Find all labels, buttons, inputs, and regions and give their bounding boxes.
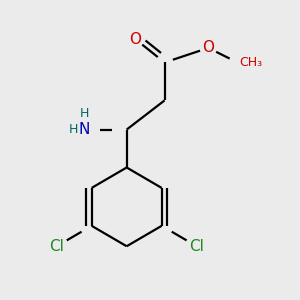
Text: Cl: Cl	[189, 239, 204, 254]
Text: H: H	[69, 123, 79, 136]
Text: N: N	[79, 122, 90, 137]
Text: Cl: Cl	[49, 239, 64, 254]
Text: CH₃: CH₃	[239, 56, 262, 69]
Text: O: O	[129, 32, 141, 47]
Text: O: O	[202, 40, 214, 56]
Text: H: H	[80, 107, 89, 120]
